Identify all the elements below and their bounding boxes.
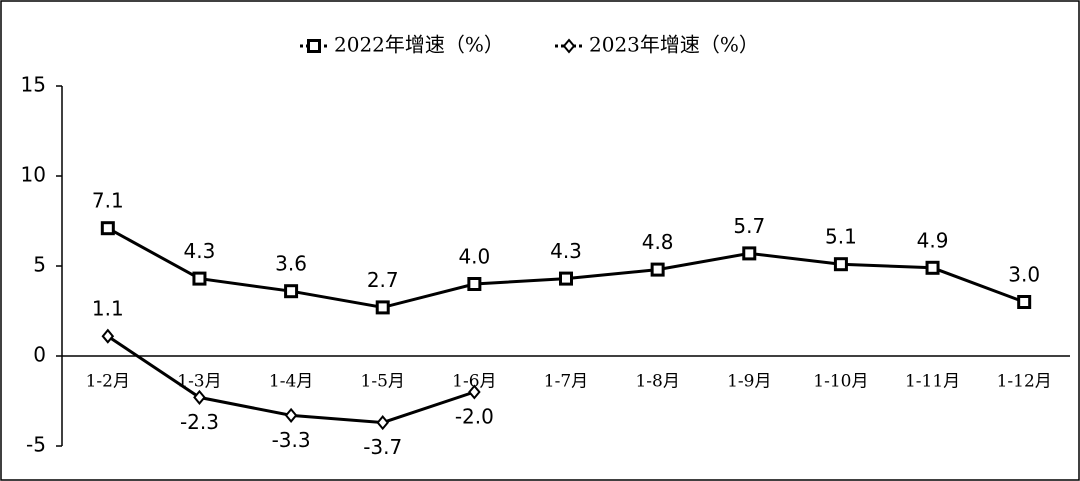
marker xyxy=(1017,295,1032,309)
marker xyxy=(284,407,298,423)
x-tick-label: 1-9月 xyxy=(727,372,771,392)
data-label: 7.1 xyxy=(92,189,124,213)
data-label: -3.7 xyxy=(363,435,402,459)
data-label: 5.1 xyxy=(825,225,857,249)
x-tick-label: 1-3月 xyxy=(177,372,221,392)
marker xyxy=(307,39,321,53)
marker xyxy=(192,271,207,286)
marker xyxy=(650,262,665,277)
data-label: 3.6 xyxy=(275,252,307,276)
legend-label: 2023年增速（%） xyxy=(589,33,759,57)
marker xyxy=(742,246,757,261)
marker xyxy=(193,389,206,405)
y-tick-label: 5 xyxy=(33,253,46,277)
x-tick-label: 1-6月 xyxy=(452,372,496,392)
x-tick-label: 1-11月 xyxy=(905,372,960,392)
marker xyxy=(100,221,115,236)
y-tick-label: 0 xyxy=(33,343,46,367)
marker xyxy=(101,328,115,344)
x-tick-label: 1-7月 xyxy=(544,372,588,392)
data-label: -3.3 xyxy=(272,428,311,452)
y-tick-label: 15 xyxy=(21,73,46,97)
x-tick-label: 1-5月 xyxy=(361,372,405,392)
marker xyxy=(833,257,848,272)
data-label: 1.1 xyxy=(92,297,124,321)
marker xyxy=(468,384,481,400)
marker xyxy=(925,260,940,275)
marker xyxy=(284,284,299,299)
data-label: -2.0 xyxy=(455,405,494,429)
marker xyxy=(562,38,576,54)
marker xyxy=(376,415,390,431)
y-tick-label: 10 xyxy=(21,163,46,187)
data-label: 4.9 xyxy=(917,228,949,252)
y-tick-label: -5 xyxy=(26,433,46,457)
x-tick-label: 1-2月 xyxy=(86,372,130,392)
x-tick-label: 1-12月 xyxy=(997,372,1052,392)
x-tick-label: 1-4月 xyxy=(269,372,313,392)
data-label: 5.7 xyxy=(733,214,765,238)
marker xyxy=(559,271,573,286)
data-label: 2.7 xyxy=(367,268,399,292)
data-label: -2.3 xyxy=(180,410,219,434)
legend-label: 2022年增速（%） xyxy=(334,33,504,57)
data-label: 3.0 xyxy=(1008,263,1040,287)
x-tick-label: 1-8月 xyxy=(635,372,679,392)
data-label: 4.3 xyxy=(184,239,216,263)
marker xyxy=(467,277,482,291)
data-label: 4.3 xyxy=(550,239,582,263)
marker xyxy=(375,300,390,315)
x-tick-label: 1-10月 xyxy=(813,372,868,392)
data-label: 4.0 xyxy=(458,245,490,269)
data-label: 4.8 xyxy=(642,230,674,254)
